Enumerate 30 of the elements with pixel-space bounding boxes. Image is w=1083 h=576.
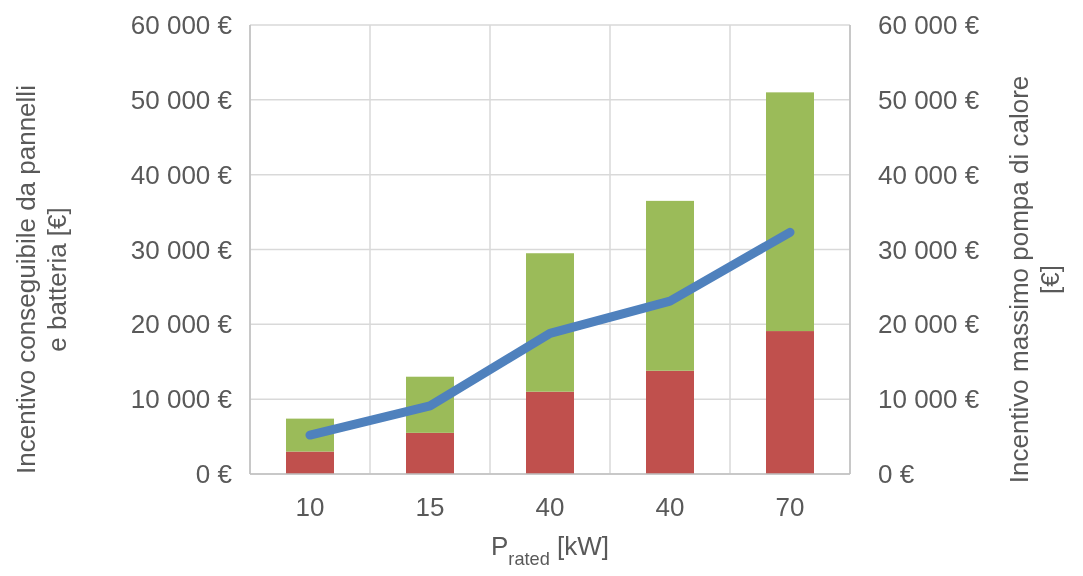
y-tick-label: 0 € <box>195 459 233 490</box>
y2-tick-label: 40 000 € <box>878 159 980 190</box>
y2-tick-label: 30 000 € <box>878 234 980 265</box>
y2-tick-label: 50 000 € <box>878 84 980 115</box>
x-tick-label: 70 <box>775 492 805 522</box>
bar <box>286 451 334 474</box>
y2-axis-title: Incentivo massimo pompa di calore [€] <box>1004 75 1065 484</box>
bar <box>406 432 454 474</box>
x-tick-label: 40 <box>655 492 685 522</box>
y2-tick-label: 60 000 € <box>878 10 980 41</box>
x-axis-title: P$_{rated}$ [kW] <box>490 531 610 569</box>
y-tick-label: 40 000 € <box>130 159 233 190</box>
y-axis-title: Incentivo conseguibile da pannelli e batteria [€] <box>11 85 72 474</box>
y-tick-label: 30 000 € <box>130 234 233 265</box>
y-tick-label: 50 000 € <box>130 84 233 115</box>
bar <box>766 331 814 474</box>
x-tick-label: 40 <box>535 492 565 522</box>
y-tick-label: 10 000 € <box>130 384 233 415</box>
y2-tick-label: 10 000 € <box>878 384 980 415</box>
x-tick-label: 10 <box>295 492 325 522</box>
x-tick-label: 15 <box>415 492 445 522</box>
y-tick-label: 20 000 € <box>130 309 233 340</box>
y2-tick-label: 0 € <box>878 459 915 490</box>
y2-tick-label: 20 000 € <box>878 309 980 340</box>
y-tick-label: 60 000 € <box>130 10 233 41</box>
bar <box>646 370 694 474</box>
bar <box>526 253 574 392</box>
bar <box>526 391 574 474</box>
bar <box>766 92 814 332</box>
bar <box>646 200 694 371</box>
